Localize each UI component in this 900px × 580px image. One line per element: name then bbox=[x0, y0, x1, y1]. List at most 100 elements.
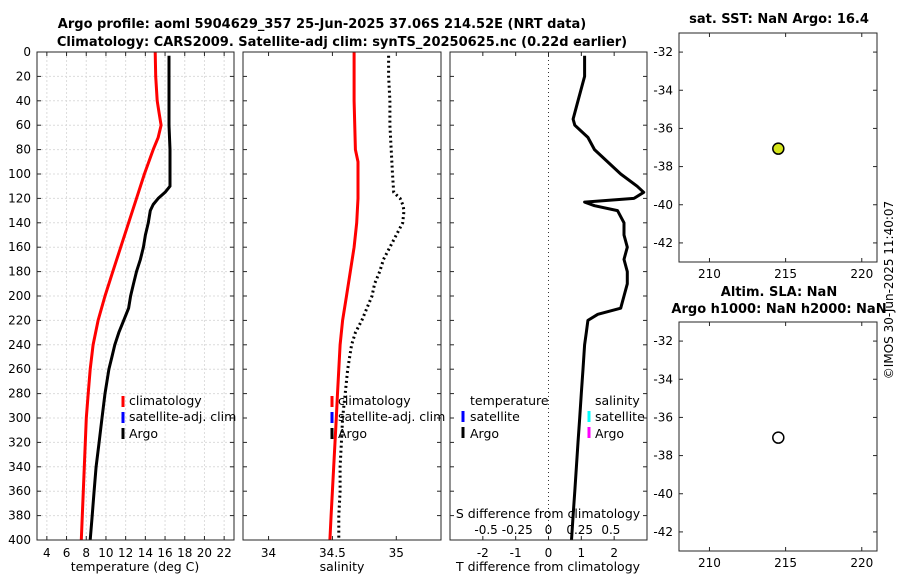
legend-label-t-satellite: satellite bbox=[470, 409, 520, 424]
series-line-argo bbox=[337, 55, 406, 540]
y-tick-label: 60 bbox=[16, 118, 31, 132]
salinity-x-label: salinity bbox=[320, 559, 365, 574]
map-y-tick-label: -38 bbox=[653, 449, 673, 463]
x-tick-label: 35 bbox=[389, 546, 404, 560]
y-tick-label: 20 bbox=[16, 69, 31, 83]
main-title-line2: Climatology: CARS2009. Satellite-adj cli… bbox=[57, 35, 627, 50]
sst-map-title: sat. SST: NaN Argo: 16.4 bbox=[689, 12, 869, 27]
legend-label-climatology: climatology bbox=[338, 393, 411, 408]
salinity-panel: 34 34.5 35 bbox=[242, 51, 442, 560]
y-tick-label: 340 bbox=[8, 460, 31, 474]
s-difference-tick-label: -0.25 bbox=[502, 523, 533, 537]
map-x-tick-label: 220 bbox=[850, 267, 873, 281]
legend-label-climatology: climatology bbox=[129, 393, 202, 408]
y-tick-label: 40 bbox=[16, 94, 31, 108]
map-y-tick-label: -36 bbox=[653, 410, 673, 424]
x-tick-label: 10 bbox=[98, 546, 113, 560]
legend-title-salinity: salinity bbox=[595, 393, 640, 408]
temperature-panel: 4 6 8 10 12 14 16 18 20 2202040608010012014016018… bbox=[8, 45, 235, 560]
legend-label-argo: Argo bbox=[338, 426, 367, 441]
y-tick-label: 320 bbox=[8, 435, 31, 449]
map-y-tick-label: -42 bbox=[653, 236, 673, 250]
legend-label-s-satellite: satellite bbox=[595, 409, 645, 424]
legend-label-satellite-adj: satellite-adj. clim bbox=[338, 409, 445, 424]
s-difference-tick-label: 0.25 bbox=[566, 523, 593, 537]
map-frame bbox=[678, 32, 878, 263]
y-tick-label: 0 bbox=[23, 45, 31, 59]
x-tick-label: 0 bbox=[545, 546, 553, 560]
x-tick-label: 4 bbox=[43, 546, 51, 560]
map-y-tick-label: -42 bbox=[653, 525, 673, 539]
y-tick-label: 120 bbox=[8, 191, 31, 205]
legend-label-argo: Argo bbox=[129, 426, 158, 441]
argo-location-point bbox=[772, 142, 785, 155]
t-difference-x-label: T difference from climatology bbox=[455, 559, 641, 574]
y-tick-label: 260 bbox=[8, 362, 31, 376]
x-tick-label: 20 bbox=[197, 546, 212, 560]
sla-map-title-line1: Altim. SLA: NaN bbox=[721, 285, 837, 300]
series-line-t-difference-argo bbox=[570, 55, 646, 541]
map-y-tick-label: -34 bbox=[653, 83, 673, 97]
y-tick-label: 140 bbox=[8, 216, 31, 230]
x-tick-label: 1 bbox=[578, 546, 586, 560]
y-tick-label: 220 bbox=[8, 313, 31, 327]
y-tick-label: 200 bbox=[8, 289, 31, 303]
imos-timestamp: ©IMOS 30-Jun-2025 11:40:07 bbox=[882, 201, 896, 379]
temperature-legend: climatology satellite-adj. clim Argo bbox=[121, 393, 236, 441]
difference-legend: temperature satellite Argo salinity sate… bbox=[461, 393, 645, 441]
y-tick-label: 400 bbox=[8, 533, 31, 547]
x-tick-label: 6 bbox=[63, 546, 71, 560]
x-tick-label: 22 bbox=[217, 546, 232, 560]
sla-map-panel: -32 -34 -36 -38 -40 -42 210 215 220 bbox=[653, 321, 878, 570]
axes-frame bbox=[242, 51, 442, 541]
sst-map-panel: -32 -34 -36 -38 -40 -42 210 215 220 bbox=[653, 32, 878, 281]
series-line-climatology bbox=[328, 52, 360, 541]
y-tick-label: 360 bbox=[8, 484, 31, 498]
y-tick-label: 80 bbox=[16, 143, 31, 157]
x-tick-label: 14 bbox=[138, 546, 153, 560]
x-tick-label: 8 bbox=[82, 546, 90, 560]
legend-label-satellite-adj: satellite-adj. clim bbox=[129, 409, 236, 424]
map-x-tick-label: 210 bbox=[698, 556, 721, 570]
map-y-tick-label: -40 bbox=[653, 487, 673, 501]
x-tick-label: 34 bbox=[261, 546, 276, 560]
y-tick-label: 300 bbox=[8, 411, 31, 425]
map-y-tick-label: -32 bbox=[653, 45, 673, 59]
x-tick-label: 18 bbox=[177, 546, 192, 560]
s-difference-tick-label: 0 bbox=[545, 523, 553, 537]
legend-title-temperature: temperature bbox=[470, 393, 549, 408]
temperature-x-label: temperature (deg C) bbox=[71, 559, 200, 574]
sla-map-title-line2: Argo h1000: NaN h2000: NaN bbox=[671, 302, 886, 317]
y-tick-label: 160 bbox=[8, 240, 31, 254]
map-y-tick-label: -38 bbox=[653, 160, 673, 174]
map-frame bbox=[678, 321, 878, 552]
x-tick-label: -2 bbox=[477, 546, 489, 560]
s-difference-tick-label: 0.5 bbox=[601, 523, 620, 537]
salinity-legend: climatology satellite-adj. clim Argo bbox=[330, 393, 445, 441]
map-x-tick-label: 220 bbox=[850, 556, 873, 570]
difference-panel: -2 -1 0 1 2 -0.5 -0.25 0 0.25 0.5 bbox=[449, 51, 648, 560]
y-tick-label: 240 bbox=[8, 338, 31, 352]
map-y-tick-label: -34 bbox=[653, 372, 673, 386]
y-tick-label: 380 bbox=[8, 509, 31, 523]
legend-label-s-argo: Argo bbox=[595, 426, 624, 441]
map-x-tick-label: 215 bbox=[774, 556, 797, 570]
map-y-tick-label: -36 bbox=[653, 121, 673, 135]
map-x-tick-label: 210 bbox=[698, 267, 721, 281]
argo-location-point bbox=[772, 431, 785, 444]
legend-label-t-argo: Argo bbox=[470, 426, 499, 441]
series-line-argo bbox=[88, 55, 172, 541]
y-tick-label: 180 bbox=[8, 265, 31, 279]
s-difference-x-label: S difference from climatology bbox=[456, 506, 641, 521]
y-tick-label: 280 bbox=[8, 387, 31, 401]
x-tick-label: 2 bbox=[610, 546, 618, 560]
s-difference-tick-label: -0.5 bbox=[474, 523, 497, 537]
y-tick-label: 100 bbox=[8, 167, 31, 181]
x-tick-label: 12 bbox=[118, 546, 133, 560]
main-title-line1: Argo profile: aoml 5904629_357 25-Jun-20… bbox=[58, 17, 586, 32]
series-line-climatology bbox=[79, 51, 163, 541]
x-tick-label: 16 bbox=[157, 546, 172, 560]
x-tick-label: -1 bbox=[510, 546, 522, 560]
x-tick-label: 34.5 bbox=[319, 546, 346, 560]
